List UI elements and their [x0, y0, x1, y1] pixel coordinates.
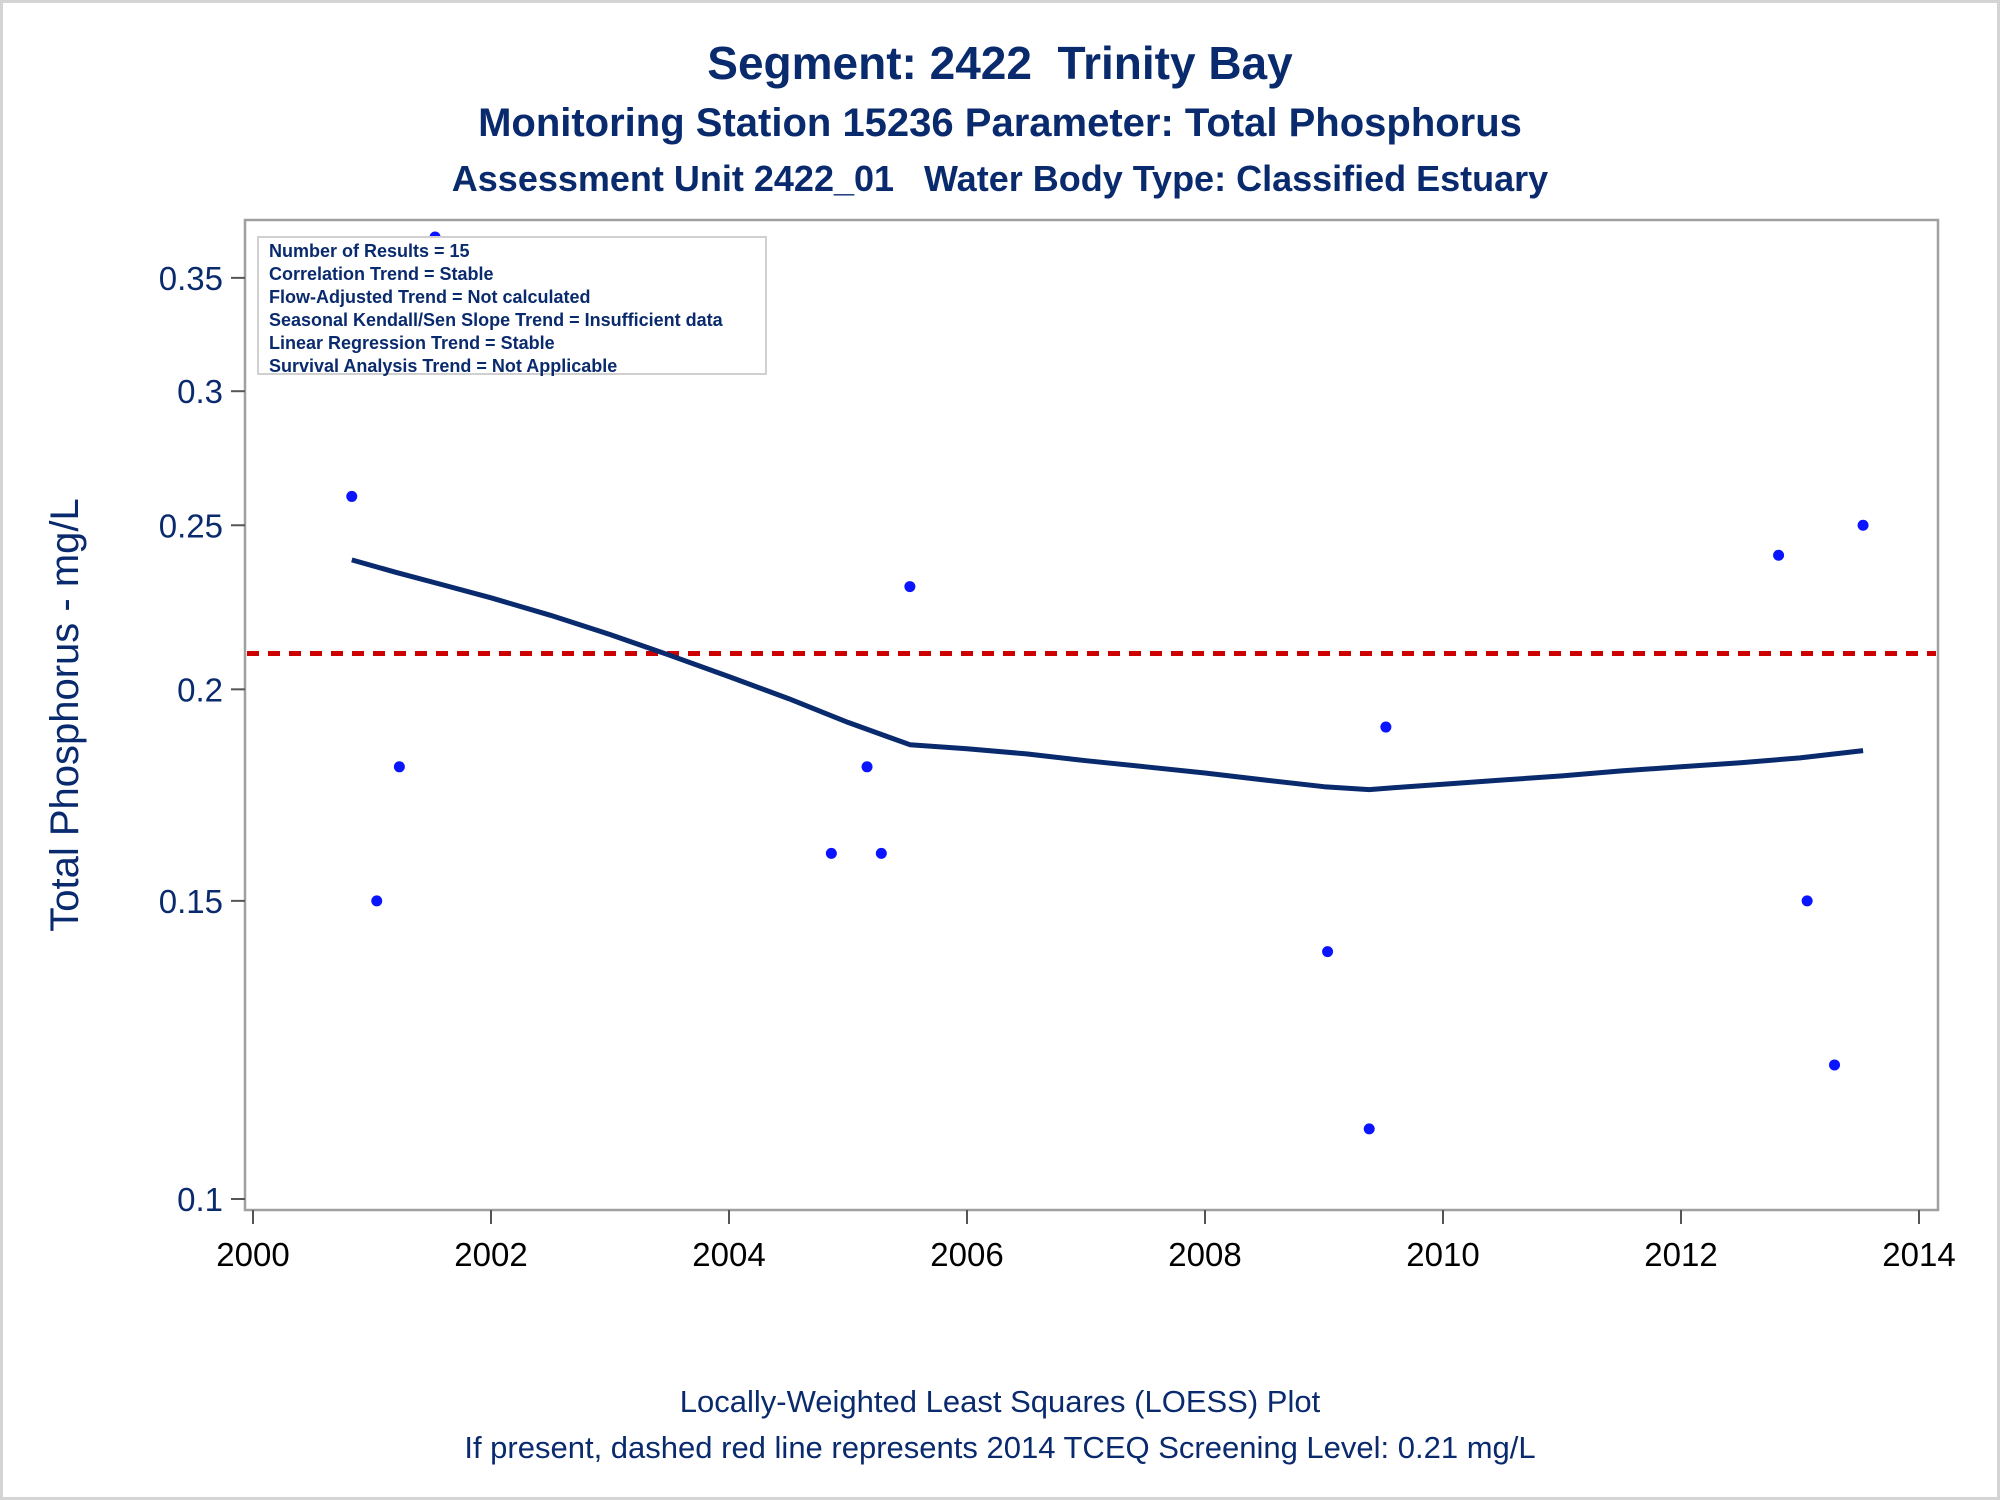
data-point [371, 895, 383, 907]
data-point [1829, 1059, 1841, 1071]
y-axis: 0.1 0.15 0.2 0.25 0.3 0.35 [159, 260, 245, 1218]
chart-title: Segment: 2422 Trinity Bay [707, 37, 1293, 89]
y-axis-label: Total Phosphorus - mg/L [43, 498, 87, 932]
data-point [1801, 895, 1813, 907]
stat-seasonal-kendall-trend: Seasonal Kendall/Sen Slope Trend = Insuf… [269, 310, 723, 330]
data-point [825, 847, 837, 859]
x-tick-label: 2008 [1168, 1236, 1241, 1273]
chart-subtitle-station: Monitoring Station 15236 Parameter: Tota… [478, 101, 1522, 145]
stat-survival-analysis-trend: Survival Analysis Trend = Not Applicable [269, 356, 618, 376]
data-point [904, 581, 916, 593]
data-point [1380, 721, 1392, 733]
data-point [393, 761, 405, 773]
data-point [875, 847, 887, 859]
stat-number-of-results: Number of Results = 15 [269, 241, 470, 261]
x-tick-label: 2004 [692, 1236, 765, 1273]
trend-stats-box: Number of Results = 15 Correlation Trend… [257, 236, 767, 376]
stat-correlation-trend: Correlation Trend = Stable [269, 264, 494, 284]
data-point [1773, 549, 1785, 561]
data-point [1363, 1123, 1375, 1135]
chart-subtitle-assessment: Assessment Unit 2422_01 Water Body Type:… [451, 158, 1549, 199]
stat-linear-regression-trend: Linear Regression Trend = Stable [269, 333, 555, 353]
data-points [346, 231, 1869, 1135]
y-tick-label: 0.2 [177, 671, 223, 708]
y-tick-label: 0.25 [159, 507, 223, 544]
data-point [1322, 946, 1334, 958]
stat-flow-adjusted-trend: Flow-Adjusted Trend = Not calculated [269, 287, 591, 307]
x-tick-label: 2000 [216, 1236, 289, 1273]
y-tick-label: 0.3 [177, 373, 223, 410]
x-axis: 2000 2002 2004 2006 2008 2010 2012 2014 [216, 1210, 1956, 1273]
data-point [1857, 519, 1869, 531]
x-tick-label: 2002 [454, 1236, 527, 1273]
y-tick-label: 0.1 [177, 1181, 223, 1218]
x-tick-label: 2010 [1406, 1236, 1479, 1273]
loess-curve [351, 557, 1864, 793]
footnote-screening-level: If present, dashed red line represents 2… [464, 1430, 1536, 1465]
footnote-plot-type: Locally-Weighted Least Squares (LOESS) P… [679, 1384, 1321, 1419]
plot-area [243, 218, 1940, 1212]
x-tick-label: 2014 [1882, 1236, 1955, 1273]
x-tick-label: 2012 [1644, 1236, 1717, 1273]
y-tick-label: 0.35 [159, 260, 223, 297]
x-tick-label: 2006 [930, 1236, 1003, 1273]
data-point [861, 761, 873, 773]
y-tick-label: 0.15 [159, 883, 223, 920]
data-point [346, 490, 358, 502]
